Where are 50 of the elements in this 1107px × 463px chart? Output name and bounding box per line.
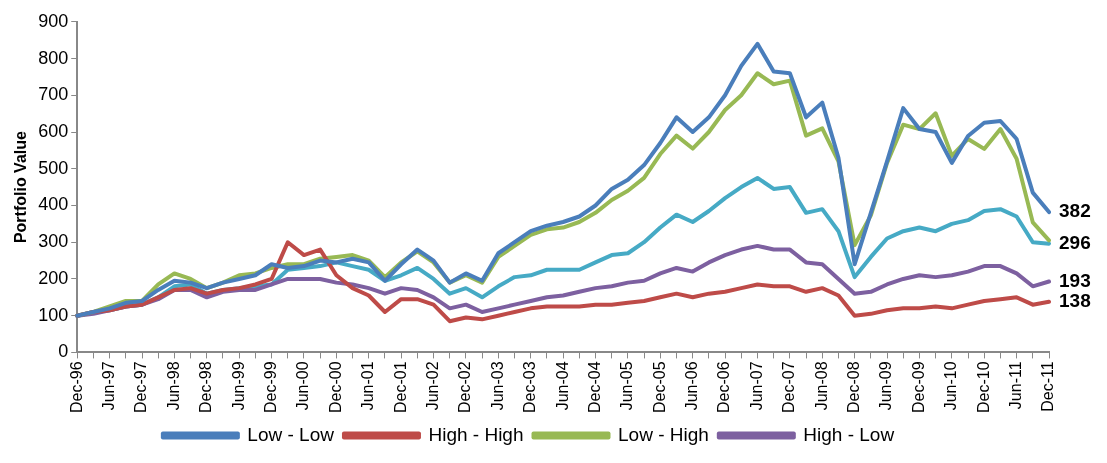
x-tick-label: Dec-99 <box>261 361 279 413</box>
y-tick-label: 300 <box>38 231 69 252</box>
x-tick-label: Jun-04 <box>553 361 571 411</box>
y-tick-label: 100 <box>38 304 69 325</box>
x-tick-label: Dec-09 <box>909 361 927 413</box>
x-tick-label: Jun-99 <box>229 361 247 411</box>
x-tick-label: Jun-97 <box>100 361 118 411</box>
x-tick-label: Dec-08 <box>845 361 863 413</box>
legend-label: High - Low <box>803 423 895 445</box>
x-tick-label: Jun-08 <box>812 361 830 411</box>
x-tick-label: Dec-03 <box>521 361 539 413</box>
x-tick-label: Dec-04 <box>585 361 603 413</box>
x-tick-label: Dec-05 <box>650 361 668 413</box>
x-tick-label: Jun-00 <box>294 361 312 411</box>
x-tick-label: Jun-03 <box>488 361 506 411</box>
x-tick-label: Jun-05 <box>618 361 636 411</box>
x-tick-label: Dec-01 <box>391 361 409 413</box>
x-tick-label: Dec-06 <box>715 361 733 413</box>
x-tick-label: Dec-97 <box>132 361 150 413</box>
x-tick-label: Dec-11 <box>1039 361 1057 412</box>
legend-label: High - High <box>428 423 524 445</box>
y-tick-label: 200 <box>38 267 69 288</box>
x-tick-label: Jun-10 <box>942 361 960 411</box>
x-tick-label: Jun-02 <box>423 361 441 411</box>
y-tick-label: 800 <box>38 47 69 68</box>
legend-label: Low - High <box>618 423 709 445</box>
y-tick-label: 700 <box>38 84 69 105</box>
legend-label: Low - Low <box>247 423 335 445</box>
annotation: 193 <box>1059 269 1091 291</box>
y-tick-label: 900 <box>38 10 69 31</box>
y-tick-label: 600 <box>38 120 69 141</box>
y-axis-title: Portfolio Value <box>12 131 30 244</box>
x-tick-label: Dec-07 <box>780 361 798 413</box>
x-tick-label: Jun-11 <box>1007 361 1025 410</box>
y-tick-label: 400 <box>38 194 69 215</box>
x-tick-label: Dec-00 <box>326 361 344 413</box>
x-tick-label: Dec-96 <box>67 361 85 413</box>
annotation: 138 <box>1059 289 1091 311</box>
y-tick-label: 500 <box>38 157 69 178</box>
x-tick-label: Jun-09 <box>877 361 895 411</box>
annotation: 296 <box>1059 231 1091 253</box>
x-tick-label: Dec-02 <box>456 361 474 413</box>
x-tick-label: Jun-01 <box>359 361 377 411</box>
x-tick-label: Jun-07 <box>747 361 765 411</box>
x-tick-label: Jun-98 <box>164 361 182 411</box>
y-tick-label: 0 <box>58 341 69 362</box>
x-tick-label: Dec-98 <box>197 361 215 413</box>
x-tick-label: Dec-10 <box>974 361 992 413</box>
annotation: 382 <box>1059 200 1091 222</box>
x-tick-label: Jun-06 <box>683 361 701 411</box>
